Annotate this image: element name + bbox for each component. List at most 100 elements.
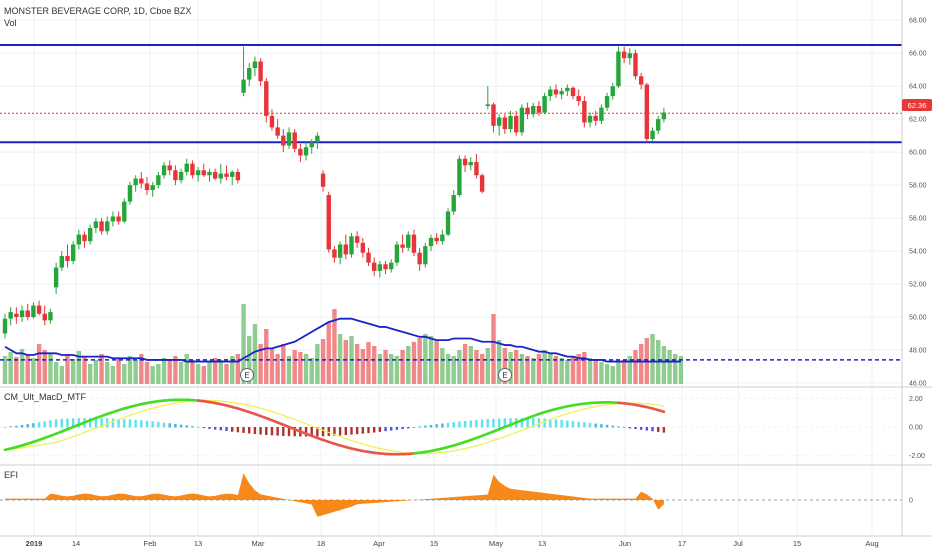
macd-histogram-bar <box>316 427 319 437</box>
macd-histogram-bar <box>191 426 194 428</box>
candle-body <box>167 165 172 171</box>
volume-bar <box>303 354 309 384</box>
candle-body <box>604 96 610 108</box>
earnings-marker-mar[interactable]: E <box>240 368 254 382</box>
candle-body <box>650 130 655 139</box>
candle-body <box>502 117 508 130</box>
candle-body <box>173 170 178 181</box>
candle-body <box>383 264 388 270</box>
macd-histogram-bar <box>657 427 660 432</box>
macd-histogram-bar <box>617 426 620 428</box>
candle-body <box>207 171 212 176</box>
volume-bar <box>604 364 610 384</box>
volume-bar <box>122 364 127 384</box>
volume-bar <box>65 354 70 384</box>
candle-body <box>292 132 297 149</box>
macd-histogram-bar <box>537 418 541 428</box>
volume-bar <box>394 356 400 384</box>
candle-body <box>281 135 286 146</box>
macd-histogram-bar <box>554 419 558 428</box>
candle-body <box>298 148 303 156</box>
volume-bar <box>389 354 394 384</box>
candle-body <box>548 89 553 97</box>
candle-body <box>525 107 530 115</box>
volume-bar <box>93 360 99 384</box>
candle-body <box>536 105 542 113</box>
candle-body <box>610 86 615 97</box>
date-tick-label: Feb <box>144 539 157 548</box>
candle-body <box>320 173 326 187</box>
macd-histogram-bar <box>253 427 257 435</box>
macd-histogram-bar <box>367 427 370 434</box>
candle-body <box>570 87 576 97</box>
earnings-marker-may[interactable]: E <box>498 368 512 382</box>
candle-body <box>616 51 621 87</box>
candle-body <box>394 244 400 263</box>
candle-body <box>599 107 604 121</box>
macd-histogram-bar <box>3 427 7 428</box>
candle-body <box>349 236 354 255</box>
volume-bar <box>485 348 490 384</box>
volume-bar <box>525 356 530 384</box>
macd-histogram-bar <box>196 426 200 428</box>
macd-histogram-bar <box>503 418 507 428</box>
candle-body <box>400 244 405 248</box>
macd-histogram-bar <box>622 427 626 428</box>
macd-tick-label: -2.00 <box>909 453 925 460</box>
efi-pane[interactable] <box>0 473 902 517</box>
volume-bar <box>144 362 150 384</box>
macd-histogram-bar <box>26 424 29 428</box>
volume-bar <box>638 344 644 384</box>
macd-histogram-bar <box>611 425 614 428</box>
macd-histogram-bar <box>168 423 171 428</box>
macd-histogram-bar <box>407 427 410 429</box>
price-pane[interactable] <box>0 43 902 339</box>
price-tick-label: 50.00 <box>909 315 927 322</box>
volume-pane[interactable] <box>0 304 902 384</box>
macd-histogram-bar <box>37 422 41 428</box>
volume-bar <box>127 356 133 384</box>
candle-body <box>224 173 229 177</box>
volume-bar <box>491 314 496 384</box>
date-tick-label: Aug <box>865 539 878 548</box>
candle-body <box>661 112 667 120</box>
volume-bar <box>406 346 411 384</box>
candle-body <box>451 195 456 212</box>
candle-body <box>105 221 110 232</box>
macd-histogram-bar <box>395 427 399 430</box>
macd-histogram-bar <box>566 420 569 428</box>
candle-body <box>633 53 638 77</box>
volume-bar <box>423 334 428 384</box>
volume-bar <box>479 354 485 384</box>
date-tick-label: Jun <box>619 539 631 548</box>
volume-bar <box>105 362 110 384</box>
volume-bar <box>474 350 479 384</box>
macd-pane[interactable] <box>3 398 666 456</box>
volume-bar <box>2 356 8 384</box>
macd-histogram-bar <box>424 425 427 428</box>
macd-histogram-bar <box>475 419 478 428</box>
macd-histogram-bar <box>185 425 188 428</box>
chart-title: MONSTER BEVERAGE CORP, 1D, Cboe BZX <box>4 6 191 16</box>
volume-bar <box>553 356 559 384</box>
candle-body <box>332 249 337 258</box>
candle-body <box>150 185 155 191</box>
volume-bar <box>218 360 224 384</box>
volume-bar <box>156 364 161 384</box>
volume-bar <box>542 350 547 384</box>
volume-bar <box>19 349 25 384</box>
candle-body <box>485 104 490 106</box>
volume-bar <box>514 350 519 384</box>
volume-bar <box>377 354 383 384</box>
volume-bar <box>133 360 138 384</box>
candle-body <box>139 178 144 184</box>
volume-bar <box>36 344 42 384</box>
volume-bar <box>315 344 320 384</box>
candle-body <box>82 234 87 242</box>
candle-body <box>389 262 394 270</box>
candle-body <box>553 89 559 95</box>
volume-bar <box>519 354 525 384</box>
macd-histogram-bar <box>287 427 291 437</box>
candle-body <box>326 195 331 250</box>
